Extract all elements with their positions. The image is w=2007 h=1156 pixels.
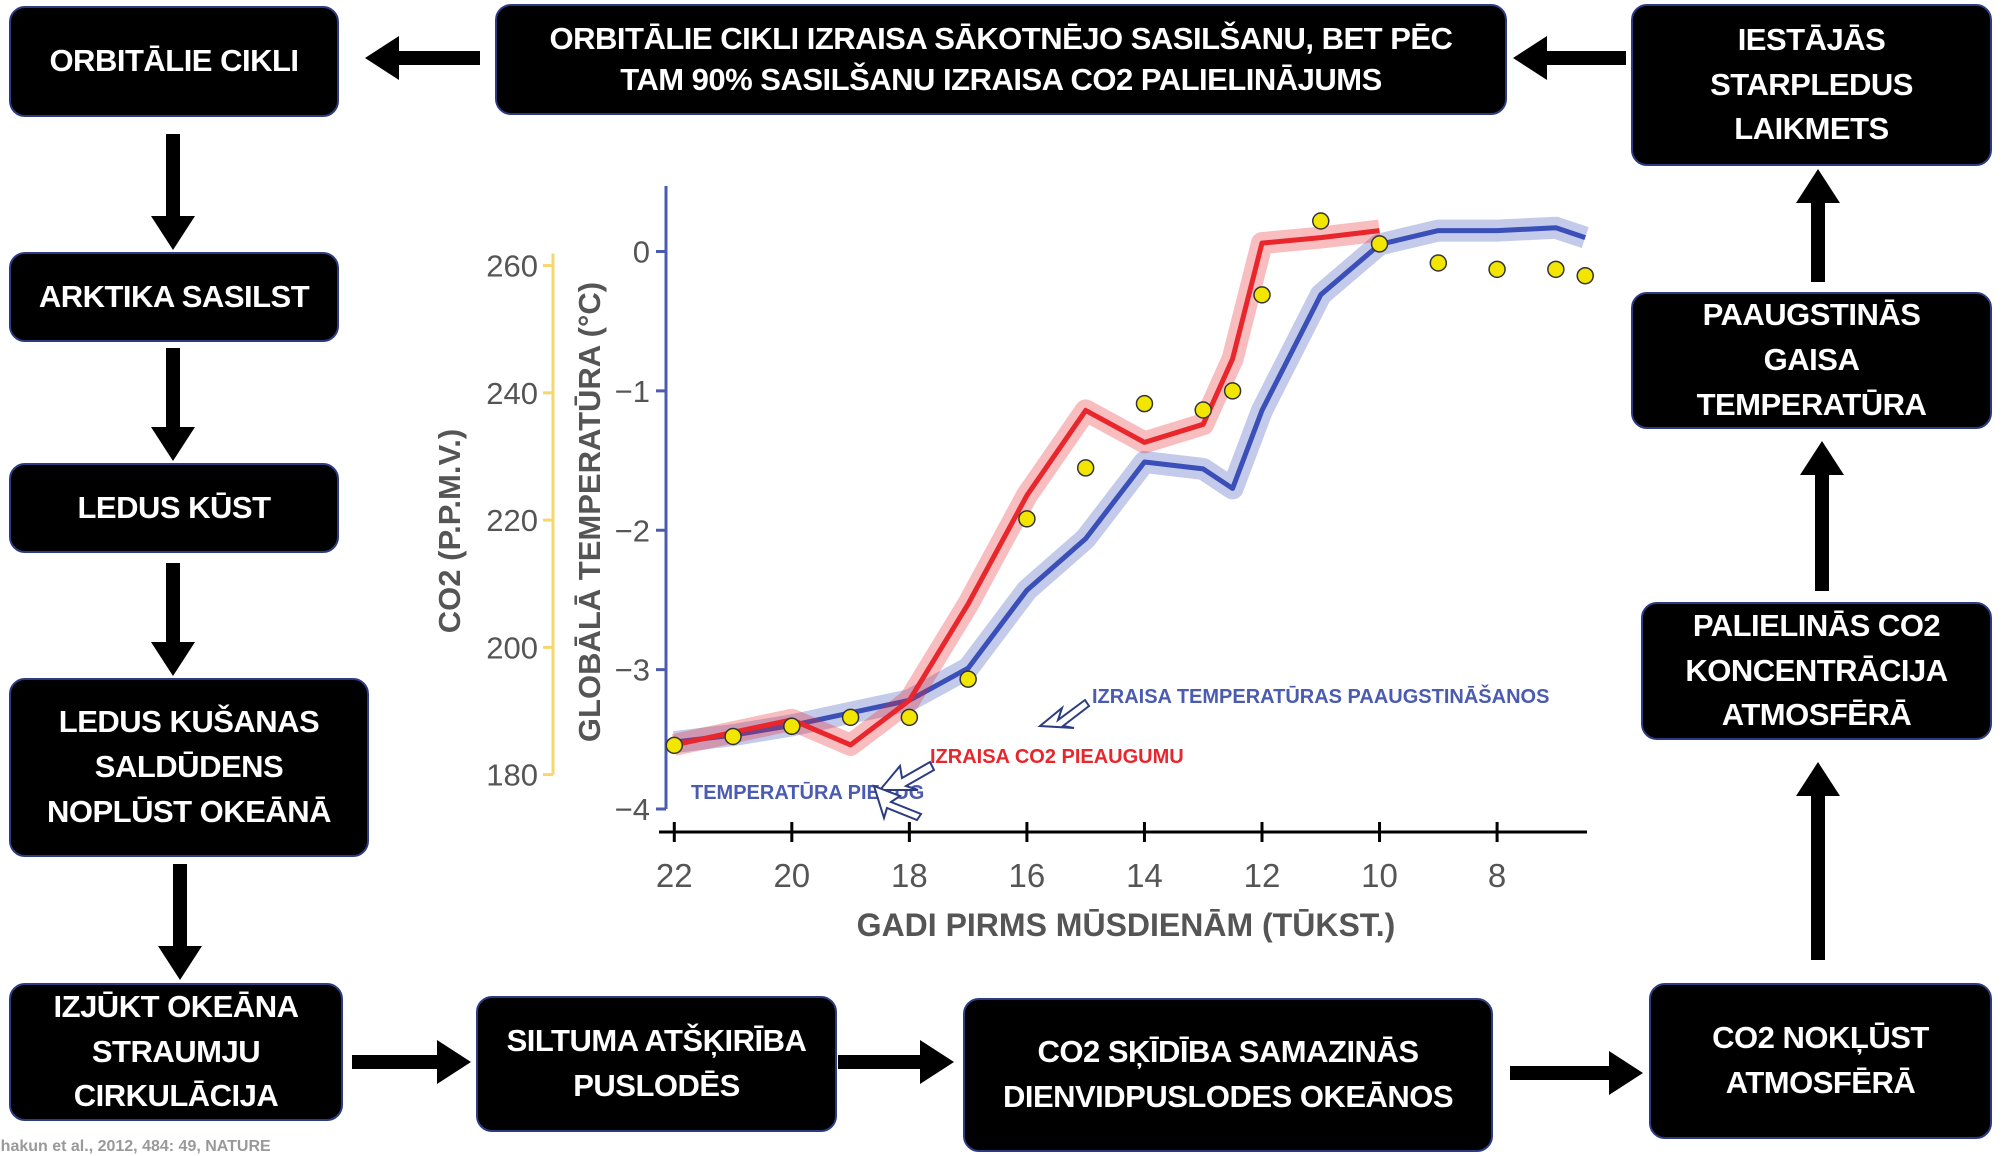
data-point [783, 717, 801, 736]
data-point [959, 670, 977, 688]
series-band [671, 219, 1381, 756]
data-point [724, 727, 742, 746]
data-point [1312, 212, 1330, 230]
annotation: IZRAISA CO2 PIEAUGUMU [930, 746, 1184, 768]
arrow-head [1796, 762, 1840, 796]
node: IESTĀJĀS STARPLEDUS LAIKMETS [1631, 4, 1992, 166]
y2-tick-label: 220 [486, 503, 538, 538]
annotation: TEMPERATŪRA PIEAUG [691, 782, 924, 804]
data-point [1135, 394, 1154, 413]
x-tick-label: 16 [1009, 857, 1046, 894]
x-tick-label: 20 [773, 857, 810, 894]
citation: Shakun et al., 2012, 484: 49, NATURE [0, 1138, 271, 1155]
node: ORBITĀLIE CIKLI [9, 6, 339, 117]
y-tick-label: −4 [615, 792, 650, 827]
arrow-head [1513, 36, 1547, 80]
y2-tick-label: 200 [486, 630, 538, 665]
y2-tick-label: 260 [486, 249, 538, 284]
data-point [1194, 401, 1212, 419]
arrow-head [1796, 169, 1840, 203]
annotation: IZRAISA TEMPERATŪRAS PAAUGSTINĀŠANOS [1092, 684, 1549, 708]
data-point [841, 708, 860, 727]
node: PAAUGSTINĀS GAISA TEMPERATŪRA [1631, 292, 1992, 429]
data-point [665, 736, 684, 755]
data-point [1547, 260, 1565, 279]
data-point [1370, 235, 1389, 253]
data-point [1576, 266, 1594, 285]
node: LEDUS KŪST [9, 463, 339, 553]
data-point [1018, 510, 1036, 528]
node: ORBITĀLIE CIKLI IZRAISA SĀKOTNĒJO SASILŠ… [495, 4, 1507, 115]
arrow-head [365, 36, 399, 80]
x-tick-label: 14 [1126, 857, 1163, 894]
arrow-head [920, 1040, 954, 1084]
arrow-head [151, 427, 195, 461]
arrow-head [158, 946, 202, 980]
y-tick-label: −1 [615, 374, 650, 409]
x-tick-label: 18 [891, 857, 928, 894]
node: LEDUS KUŠANAS SALDŪDENS NOPLŪST OKEĀNĀ [9, 678, 369, 857]
arrow-head [151, 216, 195, 250]
x-axis-title: GADI PIRMS MŪSDIENĀM (TŪKST.) [857, 907, 1396, 943]
data-point [1429, 254, 1448, 272]
data-point [900, 708, 919, 727]
y2-axis-title: CO2 (P.P.M.V.) [432, 429, 467, 633]
x-tick-label: 22 [656, 857, 693, 894]
data-point [1076, 459, 1095, 477]
data-point [1223, 382, 1242, 400]
node: ARKTIKA SASILST [9, 252, 339, 342]
y-tick-label: 0 [633, 235, 650, 270]
arrow-head [151, 642, 195, 676]
node: CO2 NOKĻŪST ATMOSFĒRĀ [1649, 983, 1992, 1139]
arrow-head [437, 1040, 471, 1084]
data-point [1488, 260, 1506, 279]
x-tick-label: 8 [1488, 857, 1506, 894]
arrow-head [1800, 441, 1844, 475]
node: PALIELINĀS CO2 KONCENTRĀCIJA ATMOSFĒRĀ [1641, 602, 1992, 740]
arrow-head [1609, 1051, 1643, 1095]
pointer-arrow [877, 760, 936, 791]
y2-tick-label: 180 [486, 758, 538, 793]
y-tick-label: −3 [615, 653, 650, 688]
x-tick-label: 10 [1361, 857, 1398, 894]
y-tick-label: −2 [615, 513, 650, 548]
node: IZJŪKT OKEĀNA STRAUMJU CIRKULĀCIJA [9, 983, 343, 1121]
y2-tick-label: 240 [486, 376, 538, 411]
pointer-arrow [1037, 698, 1091, 729]
y-axis-title: GLOBĀLĀ TEMPERATŪRA (°C) [572, 282, 607, 742]
series-line [674, 225, 1586, 745]
data-point [1253, 286, 1271, 304]
x-tick-label: 12 [1244, 857, 1281, 894]
node: SILTUMA ATŠĶIRĪBA PUSLODĒS [476, 996, 837, 1132]
series-line [673, 228, 1380, 748]
node: CO2 SĶĪDĪBA SAMAZINĀS DIENVIDPUSLODES OK… [963, 998, 1493, 1152]
pointer-arrow [872, 784, 923, 822]
